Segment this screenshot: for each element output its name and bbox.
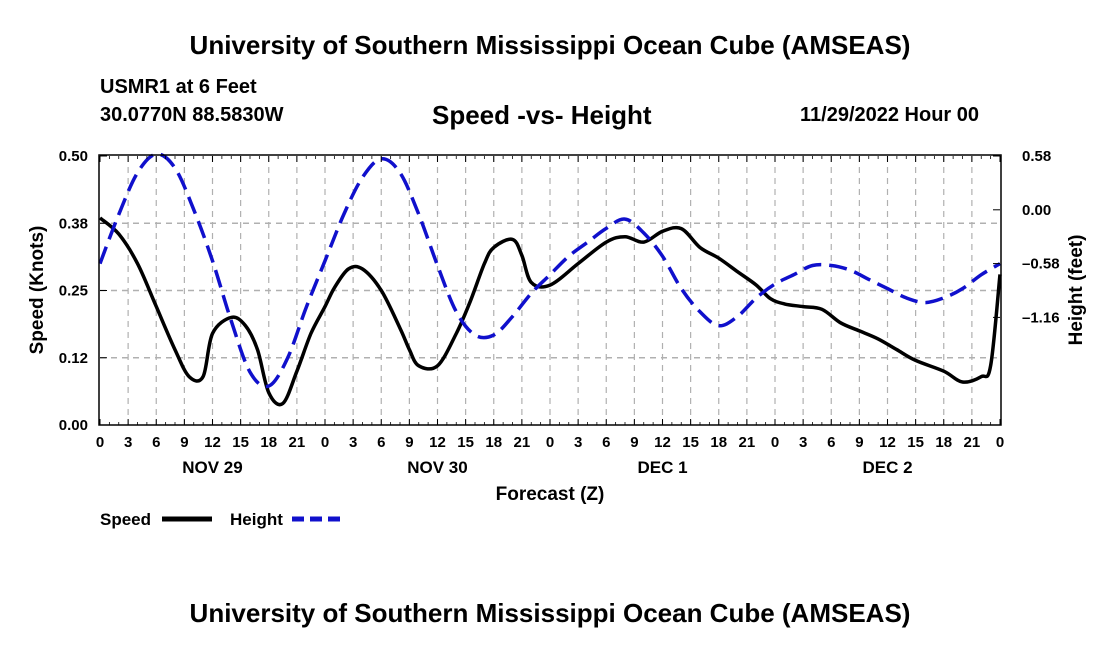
x-tick-label: 9 — [855, 434, 863, 451]
x-tick-label: 0 — [96, 434, 104, 451]
x-tick-label: 21 — [964, 434, 981, 451]
x-tick-label: 6 — [827, 434, 835, 451]
x-tick-label: 0 — [546, 434, 554, 451]
day-label: NOV 30 — [407, 458, 467, 477]
x-tick-label: 9 — [405, 434, 413, 451]
x-tick-label: 15 — [232, 434, 249, 451]
x-tick-label: 9 — [180, 434, 188, 451]
x-tick-label: 0 — [771, 434, 779, 451]
y2-tick-label: 0.58 — [1022, 148, 1051, 165]
x-tick-label: 0 — [321, 434, 329, 451]
day-label: DEC 2 — [862, 458, 912, 477]
series-lines — [98, 152, 1002, 407]
chart-subtitle: Speed -vs- Height — [432, 100, 652, 130]
grid — [100, 156, 1000, 425]
chart-title: University of Southern Mississippi Ocean… — [189, 30, 911, 60]
y2-tick-label: –0.58 — [1022, 256, 1060, 273]
x-axis-label: Forecast (Z) — [496, 484, 605, 505]
x-tick-label: 3 — [349, 434, 357, 451]
x-tick-label: 18 — [485, 434, 502, 451]
x-tick-label: 18 — [260, 434, 277, 451]
legend-speed-label: Speed — [100, 510, 152, 529]
x-tick-label: 6 — [602, 434, 610, 451]
y-tick-label: 0.25 — [59, 283, 88, 300]
y2-tick-label: –1.16 — [1022, 309, 1060, 326]
y-tick-label: 0.00 — [59, 417, 88, 434]
forecast-datetime: 11/29/2022 Hour 00 — [800, 104, 980, 126]
x-tick-label: 6 — [152, 434, 160, 451]
y-tick-label: 0.50 — [59, 148, 88, 165]
speed-height-chart: 0 3 6 9 12 15 18 21 0 3 6 9 12 15 18 21 0 3 6 9 12 15 18 21 0 3 6 9… — [27, 148, 1087, 522]
x-tick-label: 18 — [935, 434, 952, 451]
x-tick-label: 12 — [879, 434, 896, 451]
day-label: DEC 1 — [637, 458, 687, 477]
y2-axis-label: Height (feet) — [1066, 235, 1087, 346]
x-tick-label: 21 — [289, 434, 306, 451]
y-axis-label: Speed (Knots) — [27, 226, 48, 355]
y2-tick-label: 0.00 — [1022, 202, 1051, 219]
y-tick-label: 0.38 — [59, 215, 88, 232]
day-label: NOV 29 — [182, 458, 242, 477]
tick-labels: 0 3 6 9 12 15 18 21 0 3 6 9 12 15 18 21 0 3 6 9 12 15 18 21 0 3 6 9… — [27, 148, 1087, 505]
x-tick-label: 3 — [574, 434, 582, 451]
footer-title: University of Southern Mississippi Ocean… — [189, 598, 911, 628]
series-line-speed — [98, 216, 1002, 407]
series-line-height — [98, 152, 1001, 389]
x-tick-label: 0 — [996, 434, 1004, 451]
x-tick-label: 21 — [514, 434, 531, 451]
x-tick-label: 18 — [710, 434, 727, 451]
x-tick-label: 15 — [457, 434, 474, 451]
legend-height-label: Height — [230, 510, 283, 529]
x-tick-label: 21 — [739, 434, 756, 451]
x-tick-label: 15 — [907, 434, 924, 451]
x-tick-label: 15 — [682, 434, 699, 451]
x-tick-label: 12 — [429, 434, 446, 451]
y-tick-label: 0.12 — [59, 350, 88, 367]
station-label: USMR1 at 6 Feet — [100, 76, 257, 98]
x-tick-label: 6 — [377, 434, 385, 451]
coordinates-label: 30.0770N 88.5830W — [100, 104, 284, 126]
plot-frame — [98, 154, 1002, 426]
x-tick-label: 9 — [630, 434, 638, 451]
x-tick-label: 12 — [204, 434, 221, 451]
x-tick-label: 3 — [124, 434, 132, 451]
x-tick-label: 3 — [799, 434, 807, 451]
x-tick-label: 12 — [654, 434, 671, 451]
